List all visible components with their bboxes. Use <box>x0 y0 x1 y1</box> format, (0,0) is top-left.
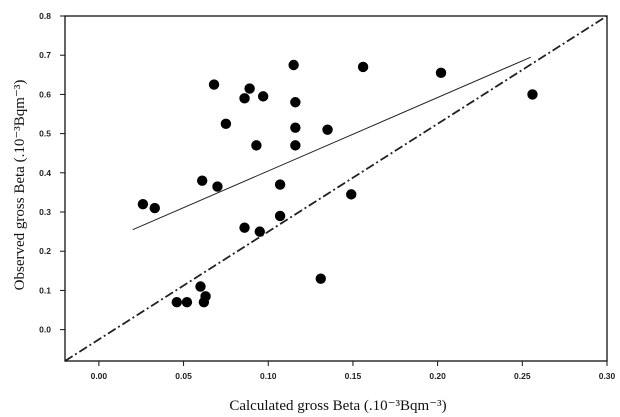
data-point <box>322 124 333 135</box>
data-point <box>357 61 369 73</box>
data-point <box>315 273 326 284</box>
x-tick-label: 0.10 <box>260 371 277 381</box>
regression-line <box>132 56 531 231</box>
data-point <box>527 89 538 100</box>
y-tick-label: 0.7 <box>39 50 51 60</box>
y-tick-label: 0.4 <box>39 168 51 178</box>
data-point <box>254 226 265 237</box>
x-tick-label: 0.30 <box>599 371 616 381</box>
x-tick-label: 0.00 <box>91 371 108 381</box>
y-tick-label: 0.2 <box>39 246 51 256</box>
data-point <box>212 181 223 192</box>
plot-frame <box>64 15 608 362</box>
y-tick-label: 0.5 <box>39 129 51 139</box>
data-point <box>196 175 208 186</box>
y-tick-label: 0.6 <box>39 89 51 99</box>
x-tick-label: 0.15 <box>345 371 362 381</box>
data-point <box>208 79 220 90</box>
data-point <box>290 140 301 151</box>
y-axis-label: Observed gross Beta (.10⁻³Bqm⁻³) <box>12 80 28 291</box>
axes: 0.00 0.05 0.10 0.15 0.20 0.25 0.30 0.0 0.1 0.2 0.3… <box>39 11 615 381</box>
one-to-one-line <box>64 15 608 362</box>
data-point <box>274 210 286 222</box>
data-point <box>274 179 286 190</box>
data-point <box>290 122 301 133</box>
data-point <box>181 296 193 308</box>
x-tick-label: 0.25 <box>514 371 531 381</box>
data-point <box>220 118 232 130</box>
data-point <box>257 91 269 102</box>
data-point <box>251 140 262 151</box>
y-tick-label: 0.8 <box>39 11 51 21</box>
data-point <box>346 189 357 200</box>
y-tick-label: 0.1 <box>39 285 51 295</box>
data-point <box>435 67 447 79</box>
data-point <box>290 97 301 108</box>
fit-lines <box>64 15 608 362</box>
data-point <box>239 93 250 104</box>
data-point <box>288 59 299 71</box>
x-tick-label: 0.20 <box>429 371 446 381</box>
data-point <box>195 281 206 292</box>
y-tick-label: 0.3 <box>39 207 51 217</box>
data-point <box>171 296 182 308</box>
y-tick-label: 0.0 <box>39 325 51 335</box>
data-point <box>239 222 250 233</box>
data-point <box>137 198 149 210</box>
data-point <box>244 83 255 94</box>
x-tick-label: 0.05 <box>175 371 192 381</box>
x-axis-label: Calculated gross Beta (.10⁻³Bqm⁻³) <box>229 398 446 414</box>
data-point <box>149 202 160 214</box>
data-point <box>200 291 211 302</box>
data-points <box>137 59 538 308</box>
